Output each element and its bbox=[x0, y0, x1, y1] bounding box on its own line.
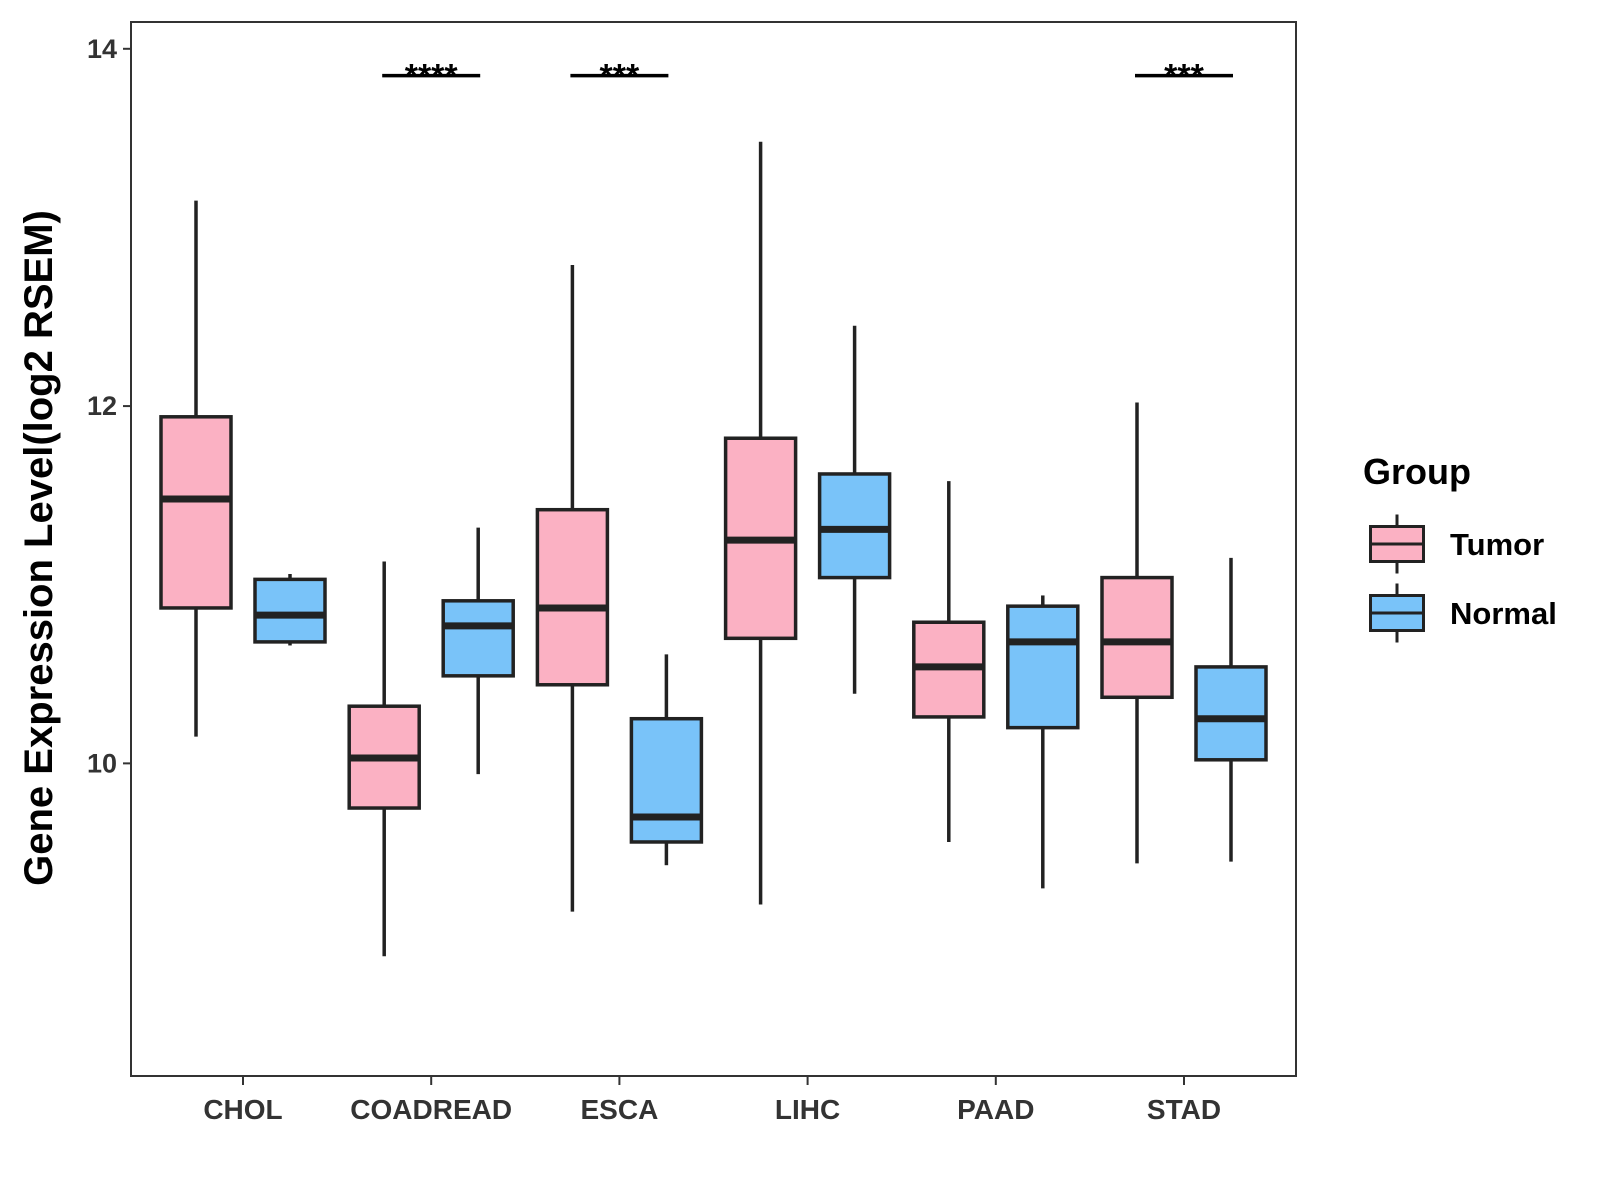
x-axis: CHOL COADREAD ESCA LIHC PAAD STAD bbox=[203, 1076, 1221, 1125]
y-tick-label: 10 bbox=[87, 748, 117, 778]
boxes-layer bbox=[159, 141, 1268, 957]
x-tick-label: CHOL bbox=[203, 1094, 282, 1125]
box-normal-chol bbox=[253, 574, 327, 646]
x-tick-label: ESCA bbox=[581, 1094, 659, 1125]
box-normal-coadread bbox=[441, 527, 515, 775]
iqr-box bbox=[535, 507, 610, 687]
box-tumor-esca bbox=[535, 264, 610, 912]
iqr-box bbox=[817, 472, 892, 580]
y-tick-label: 12 bbox=[87, 391, 117, 421]
legend-title: Group bbox=[1363, 451, 1471, 492]
x-tick-label: PAAD bbox=[957, 1094, 1034, 1125]
iqr-box bbox=[253, 577, 327, 644]
iqr-box bbox=[1006, 604, 1080, 730]
x-tick-label: STAD bbox=[1147, 1094, 1221, 1125]
box-tumor-paad bbox=[912, 481, 986, 842]
box-tumor-coadread bbox=[347, 561, 421, 957]
legend: Group Tumor Normal bbox=[1363, 451, 1557, 643]
significance-marker: *** bbox=[1135, 58, 1233, 96]
legend-label: Tumor bbox=[1450, 527, 1544, 562]
significance-label: *** bbox=[1164, 58, 1204, 96]
legend-entry-normal: Normal bbox=[1369, 583, 1557, 643]
y-axis-title: Gene Expression Level(log2 RSEM) bbox=[17, 210, 61, 886]
y-tick-label: 14 bbox=[87, 34, 117, 64]
iqr-box bbox=[159, 415, 233, 610]
significance-label: **** bbox=[405, 58, 459, 96]
legend-label: Normal bbox=[1450, 596, 1557, 631]
y-axis: 10 12 14 bbox=[87, 34, 131, 778]
iqr-box bbox=[1194, 665, 1268, 762]
x-tick-label: LIHC bbox=[775, 1094, 840, 1125]
box-normal-esca bbox=[629, 654, 704, 866]
iqr-box bbox=[1100, 575, 1174, 700]
box-normal-lihc bbox=[817, 325, 892, 694]
box-normal-stad bbox=[1194, 557, 1268, 862]
box-tumor-lihc bbox=[723, 141, 798, 905]
box-normal-paad bbox=[1006, 595, 1080, 889]
significance-marker: **** bbox=[382, 58, 481, 96]
legend-entry-tumor: Tumor bbox=[1369, 514, 1544, 574]
significance-label: *** bbox=[600, 58, 640, 96]
significance-marker: *** bbox=[570, 58, 669, 96]
x-tick-label: COADREAD bbox=[350, 1094, 512, 1125]
box-tumor-chol bbox=[159, 200, 233, 737]
iqr-box bbox=[629, 716, 704, 844]
iqr-box bbox=[441, 599, 515, 678]
significance-layer: **** *** *** bbox=[382, 58, 1233, 96]
plot-panel-border bbox=[130, 21, 1297, 1077]
box-tumor-stad bbox=[1100, 402, 1174, 864]
